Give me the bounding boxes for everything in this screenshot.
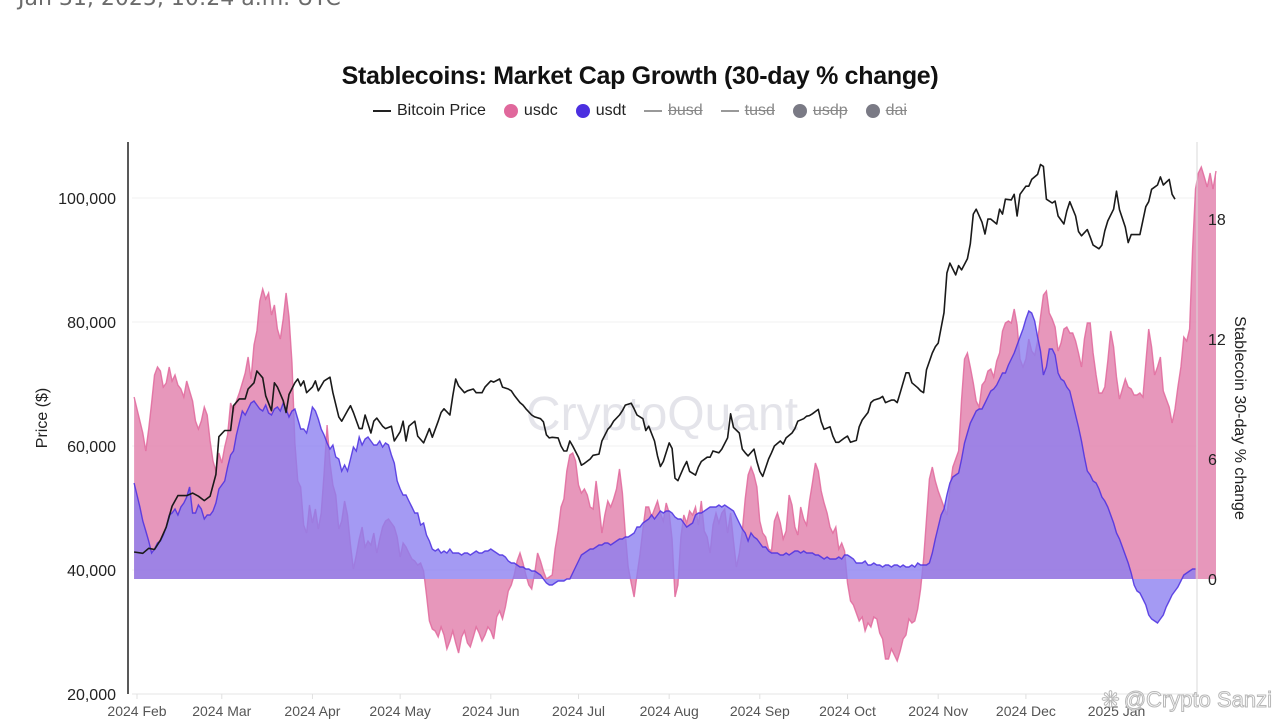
- diamond-logo-icon: ❋: [1101, 687, 1120, 713]
- right-axis-label: Stablecoin 30-day % change: [1231, 316, 1248, 520]
- legend-item-usdt[interactable]: usdt: [575, 102, 626, 120]
- legend-label: dai: [885, 102, 907, 119]
- dot-swatch-icon: [575, 104, 590, 118]
- chart-title: Stablecoins: Market Cap Growth (30-day %…: [341, 62, 939, 90]
- legend-item-dai[interactable]: dai: [865, 102, 907, 120]
- right-tick-label: 12: [1208, 332, 1226, 349]
- line-swatch-icon: [643, 110, 662, 112]
- dot-swatch-icon: [503, 104, 518, 118]
- legend-label: busd: [667, 102, 703, 119]
- credit-text: @Crypto Sanzi: [1123, 687, 1272, 713]
- left-tick-label: 80,000: [67, 315, 116, 332]
- chart-legend: Bitcoin Price usdc usdt busd tusd usdp d…: [0, 102, 1280, 120]
- timestamp: Jan 31, 2025, 10:24 a.m. UTC: [18, 0, 341, 11]
- legend-label: Bitcoin Price: [397, 102, 486, 119]
- legend-label: usdp: [812, 102, 848, 119]
- line-swatch-icon: [373, 110, 391, 112]
- watermark: CryptoQuant: [526, 388, 798, 441]
- x-tick-label: 2024 Jun: [462, 703, 520, 719]
- legend-label: usdc: [523, 102, 558, 119]
- x-tick-label: 2024 Aug: [640, 703, 699, 719]
- x-tick-label: 2024 Jul: [552, 703, 605, 719]
- legend-item-busd[interactable]: busd: [643, 102, 703, 120]
- left-tick-label: 100,000: [58, 191, 116, 208]
- legend-item-bitcoin-price[interactable]: Bitcoin Price: [373, 102, 486, 120]
- left-tick-label: 40,000: [67, 563, 116, 580]
- legend-item-usdp[interactable]: usdp: [792, 102, 848, 120]
- legend-label: tusd: [744, 102, 775, 119]
- right-tick-label: 18: [1208, 212, 1226, 229]
- bitcoin-price-line: [133, 163, 1176, 555]
- left-axis-ticks: 20,000 40,000 60,000 80,000 100,000: [58, 191, 116, 704]
- line-series: [133, 163, 1176, 555]
- x-tick-label: 2024 Nov: [908, 703, 968, 719]
- left-axis-label: Price ($): [34, 388, 51, 448]
- x-tick-label: 2024 Sep: [730, 703, 790, 719]
- left-tick-label: 60,000: [67, 439, 116, 456]
- dot-swatch-icon: [792, 104, 807, 118]
- area-series: [133, 165, 1217, 663]
- credit-watermark: ❋ @Crypto Sanzi: [1101, 687, 1273, 713]
- right-tick-label: 0: [1208, 572, 1217, 589]
- x-tick-label: 2025 Jan: [1088, 703, 1146, 719]
- x-axis-ticks: 2024 Feb 2024 Mar 2024 Apr 2024 May 2024 Jun…: [107, 694, 1145, 719]
- x-tick-label: 2024 May: [369, 703, 430, 719]
- dot-swatch-icon: [865, 104, 880, 118]
- legend-item-usdc[interactable]: usdc: [503, 102, 558, 120]
- usdt-line: [133, 309, 1196, 624]
- legend-label: usdt: [595, 102, 626, 119]
- x-tick-label: 2024 Dec: [996, 703, 1056, 719]
- legend-item-tusd[interactable]: tusd: [720, 102, 775, 120]
- usdt-area: [134, 311, 1196, 623]
- left-tick-label: 20,000: [67, 687, 116, 704]
- right-axis-ticks: 0 6 12 18: [1208, 212, 1226, 589]
- x-tick-label: 2024 Mar: [192, 703, 251, 719]
- x-tick-label: 2024 Feb: [107, 703, 166, 719]
- right-tick-label: 6: [1208, 452, 1217, 469]
- x-tick-label: 2024 Oct: [819, 703, 876, 719]
- line-swatch-icon: [720, 110, 739, 112]
- x-tick-label: 2024 Apr: [284, 703, 340, 719]
